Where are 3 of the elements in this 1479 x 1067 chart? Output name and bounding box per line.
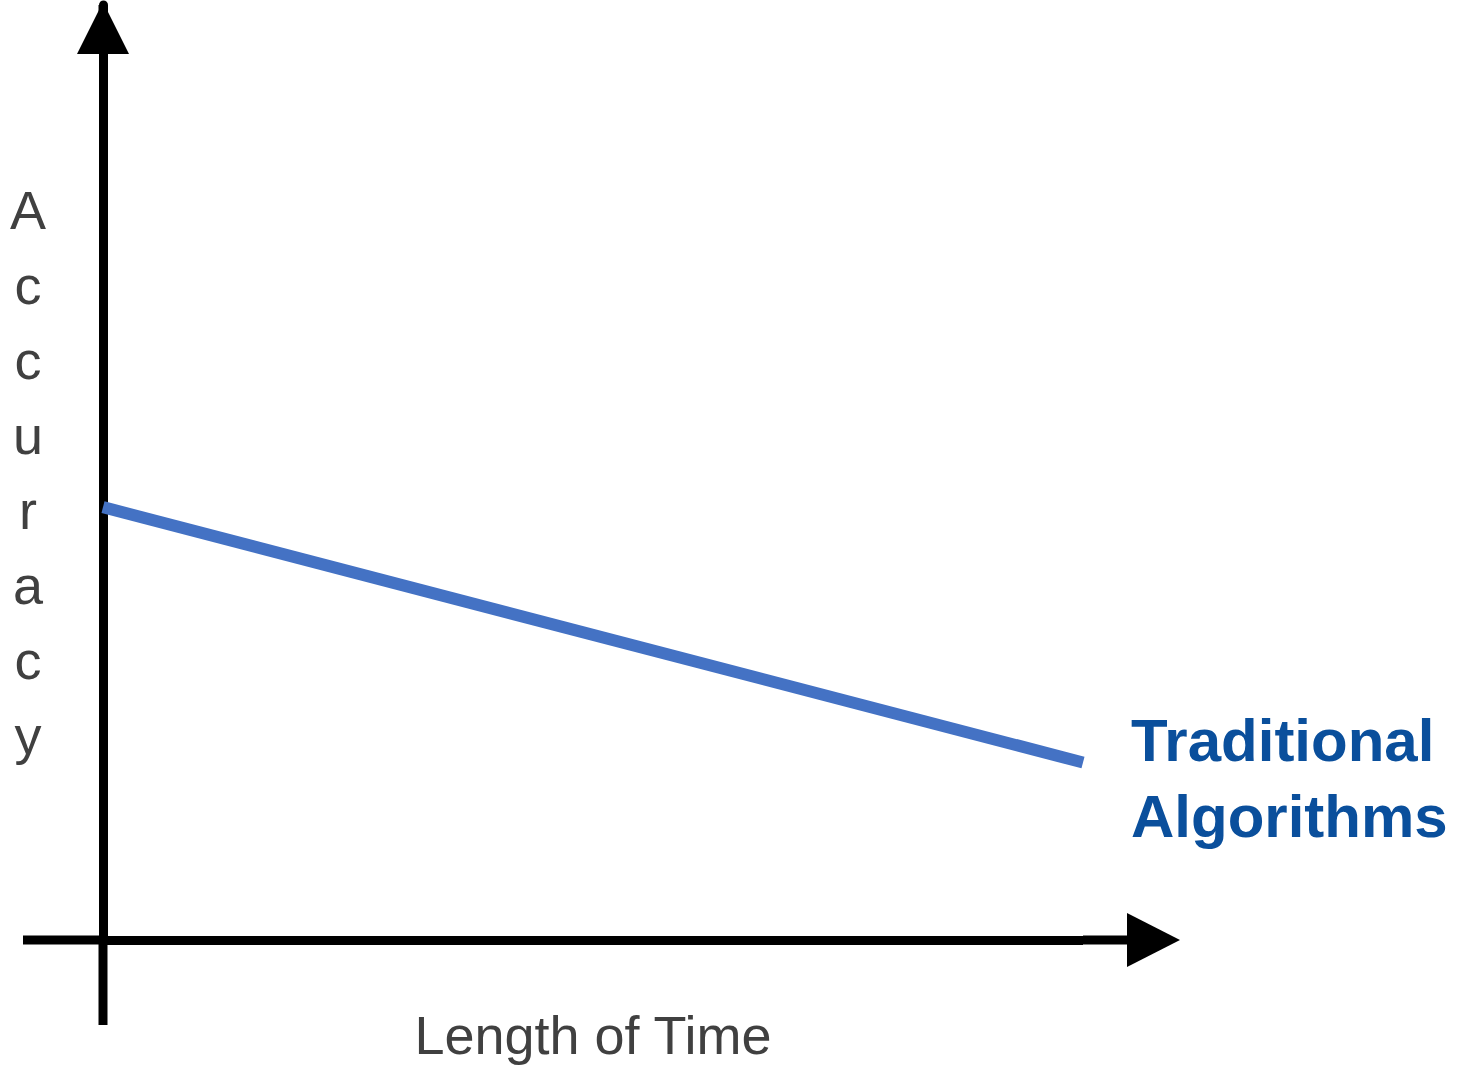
x-axis-title: Length of Time	[414, 1005, 772, 1065]
y-axis-title: Accuracy	[9, 180, 47, 765]
series-label: Traditional Algorithms	[1131, 707, 1452, 851]
